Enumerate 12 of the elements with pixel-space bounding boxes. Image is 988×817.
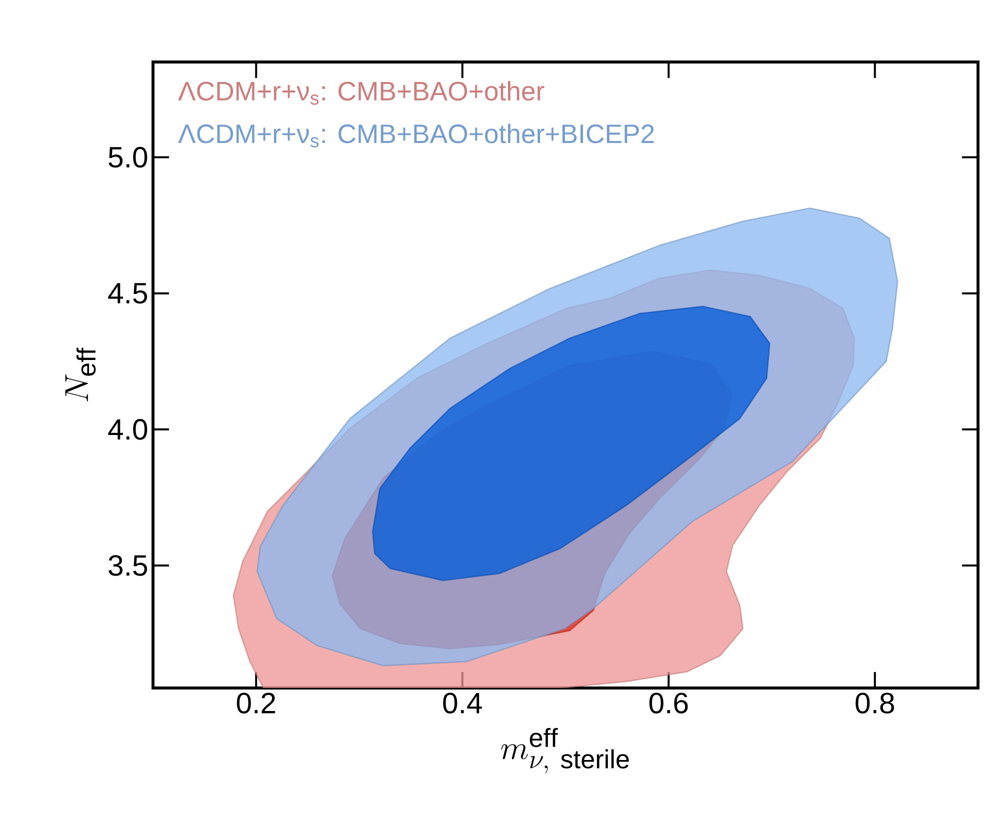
x-axis-title: $m_{\nu,\ \mathrm{sterile}}^{\mathrm{eff}}$ xyxy=(501,728,629,774)
y-tick-label: 4.0 xyxy=(108,419,148,440)
text: ΛCDM+r+ν$_{s}$: CMB+BAO+other xyxy=(178,81,544,105)
y-tick-label: 4.5 xyxy=(108,283,148,304)
y-axis-title: $N_{\mathrm{eff}}$ xyxy=(65,348,96,402)
y-tick-label: 5.0 xyxy=(108,146,148,168)
x-tick-label: 0.6 xyxy=(649,692,688,714)
x-tick-label: 0.4 xyxy=(443,692,482,714)
text: ΛCDM+r+ν$_{s}$: CMB+BAO+other+BICEP2 xyxy=(178,124,654,148)
x-tick-label: 0.2 xyxy=(236,692,276,714)
x-tick-label: 0.8 xyxy=(856,692,894,714)
y-tick-label: 3.5 xyxy=(108,555,148,576)
